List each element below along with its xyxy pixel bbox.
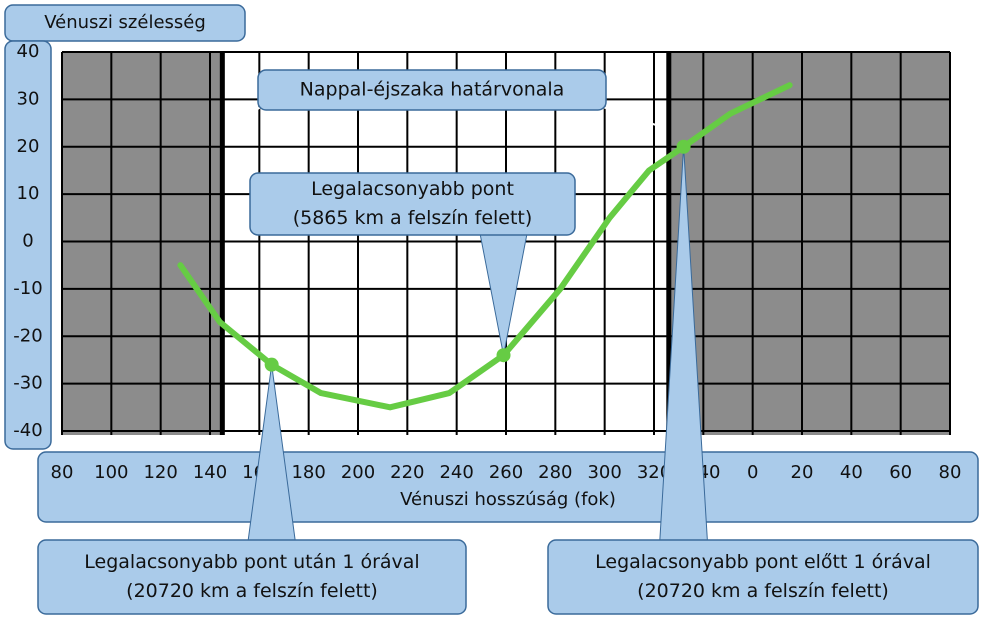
highlight-point — [676, 139, 691, 154]
y-axis-label: Vénuszi szélesség — [44, 12, 206, 33]
x-tick-label: 280 — [538, 462, 572, 483]
x-tick-label: 20 — [791, 462, 814, 483]
highlight-point — [496, 348, 511, 363]
x-tick-label: 200 — [341, 462, 375, 483]
x-tick-label: 140 — [193, 462, 227, 483]
x-tick-label: 220 — [390, 462, 424, 483]
x-tick-label: 260 — [489, 462, 523, 483]
y-tick-label: -10 — [13, 278, 42, 299]
y-tick-label: 20 — [17, 136, 40, 157]
x-tick-label: 40 — [840, 462, 863, 483]
x-tick-label: 80 — [51, 462, 74, 483]
callout-text: (5865 km a felszín felett) — [293, 207, 533, 229]
x-tick-label: 320 — [637, 462, 671, 483]
callout-text: Legalacsonyabb pont után 1 órával — [84, 551, 419, 573]
highlight-point — [264, 357, 279, 372]
callout-text: Legalacsonyabb pont előtt 1 órával — [595, 551, 931, 573]
callout-text: Legalacsonyabb pont — [311, 178, 514, 200]
night-region — [62, 52, 223, 435]
y-tick-label: -30 — [13, 373, 42, 394]
callout-line — [599, 105, 666, 129]
x-tick-label: 60 — [889, 462, 912, 483]
y-tick-label: -40 — [13, 420, 42, 441]
y-tick-label: 30 — [17, 88, 40, 109]
y-tick-label: -20 — [13, 325, 42, 346]
y-tick-box — [4, 40, 52, 450]
callout-box — [37, 539, 467, 615]
callout-line — [225, 105, 263, 131]
x-tick-label: 80 — [939, 462, 962, 483]
x-axis-label: Vénuszi hosszúság (fok) — [400, 489, 616, 510]
callout-text: (20720 km a felszín felett) — [126, 580, 378, 602]
y-tick-label: 0 — [22, 231, 33, 252]
callout-box — [257, 69, 607, 111]
y-tick-label: 10 — [17, 183, 40, 204]
x-tick-label: 300 — [587, 462, 621, 483]
y-label-box — [4, 4, 246, 42]
night-region — [668, 52, 950, 435]
x-tick-label: 100 — [94, 462, 128, 483]
x-tick-label: 0 — [747, 462, 758, 483]
callout-box — [249, 172, 576, 236]
callout-text: (20720 km a felszín felett) — [637, 580, 889, 602]
callout-text: Nappal-éjszaka határvonala — [300, 79, 565, 101]
callout-box — [547, 539, 979, 615]
y-tick-label: 40 — [17, 41, 40, 62]
x-tick-label: 120 — [143, 462, 177, 483]
x-tick-label: 240 — [439, 462, 473, 483]
x-tick-label: 180 — [291, 462, 325, 483]
